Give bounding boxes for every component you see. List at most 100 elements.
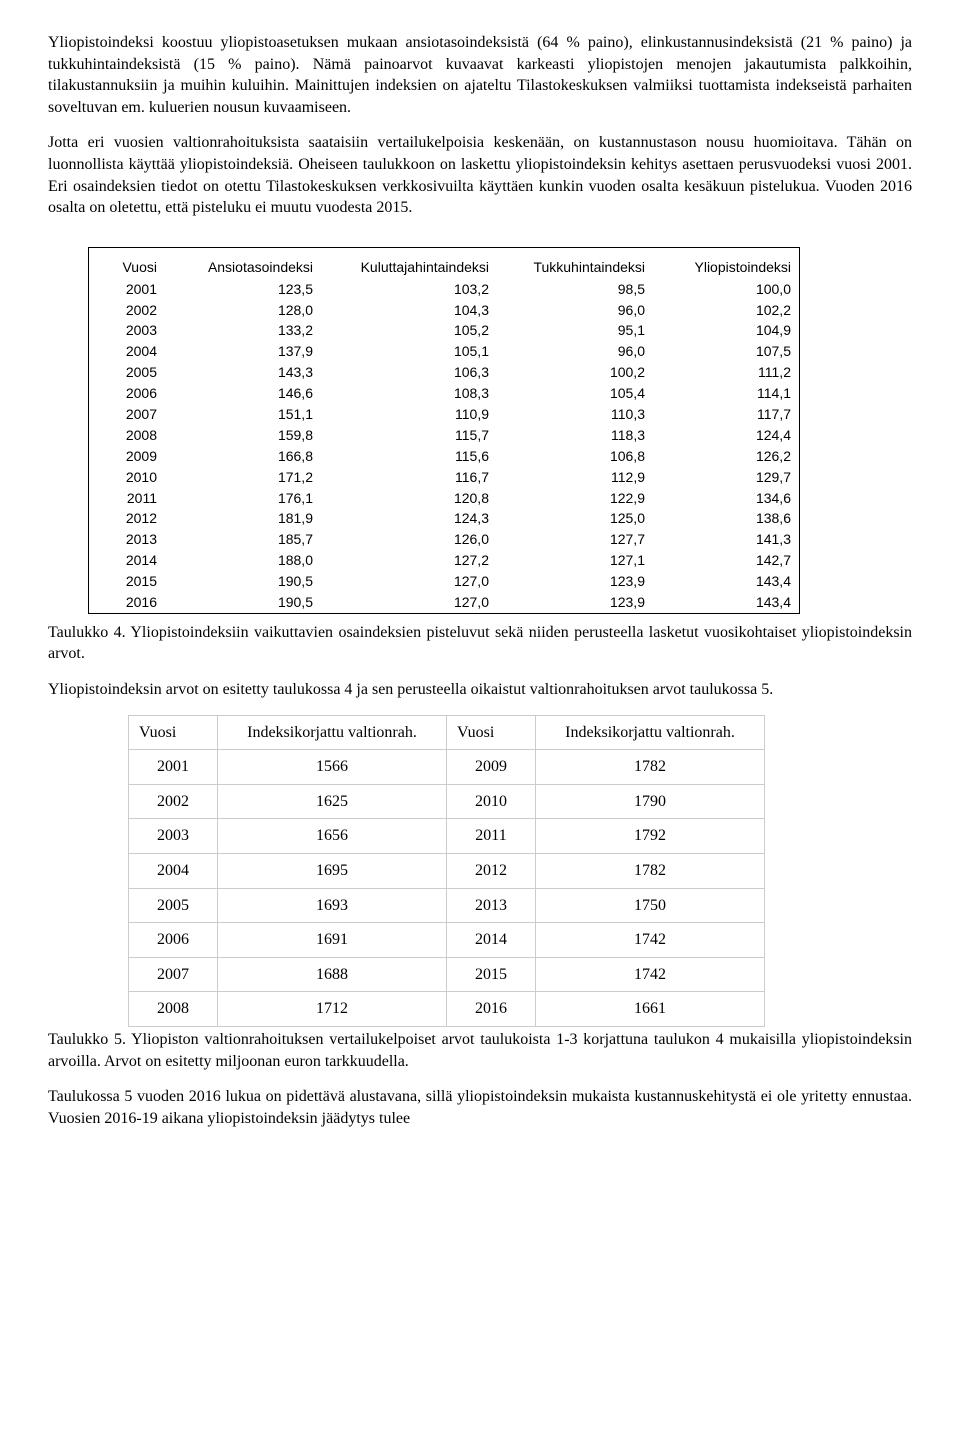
paragraph-3: Yliopistoindeksin arvot on esitetty taul… (48, 679, 912, 701)
table4-row: 2002128,0104,396,0102,2 (89, 300, 800, 321)
table4-row: 2015190,5127,0123,9143,4 (89, 571, 800, 592)
table4-cell: 127,0 (321, 592, 497, 613)
table5-cell: 1693 (218, 888, 447, 923)
table4-h-year: Vuosi (89, 247, 166, 278)
table5-cell: 1661 (536, 992, 765, 1027)
table4-cell: 127,1 (497, 550, 653, 571)
table4-container: Vuosi Ansiotasoindeksi Kuluttajahintaind… (48, 247, 912, 614)
table4-cell: 176,1 (165, 488, 321, 509)
table4-cell: 134,6 (653, 488, 800, 509)
table4-cell: 171,2 (165, 467, 321, 488)
table4-cell: 2002 (89, 300, 166, 321)
table5-cell: 1742 (536, 957, 765, 992)
table4-cell: 138,6 (653, 508, 800, 529)
table5-cell: 2011 (447, 819, 536, 854)
table4-cell: 127,7 (497, 529, 653, 550)
table4-cell: 124,3 (321, 508, 497, 529)
table5-cell: 2013 (447, 888, 536, 923)
table4-cell: 115,6 (321, 446, 497, 467)
table4-row: 2012181,9124,3125,0138,6 (89, 508, 800, 529)
table4-cell: 166,8 (165, 446, 321, 467)
table4-cell: 2003 (89, 320, 166, 341)
table4-cell: 2007 (89, 404, 166, 425)
table5-row: 2002162520101790 (129, 784, 765, 819)
table5-row: 2008171220161661 (129, 992, 765, 1027)
table4-cell: 110,3 (497, 404, 653, 425)
table4-cell: 104,3 (321, 300, 497, 321)
table5-cell: 1566 (218, 750, 447, 785)
table5-cell: 2010 (447, 784, 536, 819)
table4-row: 2008159,8115,7118,3124,4 (89, 425, 800, 446)
table4-cell: 122,9 (497, 488, 653, 509)
table5-row: 2001156620091782 (129, 750, 765, 785)
table4-cell: 2014 (89, 550, 166, 571)
paragraph-2: Jotta eri vuosien valtionrahoituksista s… (48, 132, 912, 218)
table5-cell: 1792 (536, 819, 765, 854)
table5-cell: 1695 (218, 854, 447, 889)
table5-cell: 1625 (218, 784, 447, 819)
table4-cell: 190,5 (165, 571, 321, 592)
table5-row: 2005169320131750 (129, 888, 765, 923)
table5-cell: 2008 (129, 992, 218, 1027)
table4-cell: 100,0 (653, 279, 800, 300)
table4-cell: 151,1 (165, 404, 321, 425)
table4-cell: 96,0 (497, 300, 653, 321)
table4-h-tukku: Tukkuhintaindeksi (497, 247, 653, 278)
table5-cell: 1782 (536, 854, 765, 889)
table4: Vuosi Ansiotasoindeksi Kuluttajahintaind… (88, 247, 800, 614)
table5-cell: 2005 (129, 888, 218, 923)
table4-cell: 2004 (89, 341, 166, 362)
table4-cell: 120,8 (321, 488, 497, 509)
table4-cell: 123,5 (165, 279, 321, 300)
table5-cell: 1742 (536, 923, 765, 958)
table4-cell: 116,7 (321, 467, 497, 488)
table4-cell: 141,3 (653, 529, 800, 550)
table5-cell: 2006 (129, 923, 218, 958)
table5-cell: 2001 (129, 750, 218, 785)
table4-cell: 106,8 (497, 446, 653, 467)
table5-h-year2: Vuosi (447, 715, 536, 750)
table5-cell: 2009 (447, 750, 536, 785)
table4-cell: 128,0 (165, 300, 321, 321)
table4-cell: 98,5 (497, 279, 653, 300)
table4-cell: 2005 (89, 362, 166, 383)
table4-cell: 188,0 (165, 550, 321, 571)
table4-cell: 2015 (89, 571, 166, 592)
table4-cell: 115,7 (321, 425, 497, 446)
table4-cell: 102,2 (653, 300, 800, 321)
table4-cell: 143,3 (165, 362, 321, 383)
table5-cell: 1656 (218, 819, 447, 854)
table4-caption: Taulukko 4. Yliopistoindeksiin vaikuttav… (48, 622, 912, 665)
table4-cell: 190,5 (165, 592, 321, 613)
table4-cell: 104,9 (653, 320, 800, 341)
paragraph-1: Yliopistoindeksi koostuu yliopistoasetuk… (48, 32, 912, 118)
table4-cell: 159,8 (165, 425, 321, 446)
table4-cell: 105,4 (497, 383, 653, 404)
table5-cell: 2003 (129, 819, 218, 854)
table4-cell: 108,3 (321, 383, 497, 404)
table4-cell: 185,7 (165, 529, 321, 550)
table4-row: 2001123,5103,298,5100,0 (89, 279, 800, 300)
table4-cell: 126,2 (653, 446, 800, 467)
table5-container: Vuosi Indeksikorjattu valtionrah. Vuosi … (128, 715, 912, 1027)
table5-row: 2007168820151742 (129, 957, 765, 992)
table4-row: 2004137,9105,196,0107,5 (89, 341, 800, 362)
table4-row: 2014188,0127,2127,1142,7 (89, 550, 800, 571)
table4-cell: 125,0 (497, 508, 653, 529)
table4-cell: 112,9 (497, 467, 653, 488)
table4-h-kuluttaja: Kuluttajahintaindeksi (321, 247, 497, 278)
table5-cell: 1750 (536, 888, 765, 923)
table5-h-val2: Indeksikorjattu valtionrah. (536, 715, 765, 750)
table5-row: 2004169520121782 (129, 854, 765, 889)
table4-cell: 126,0 (321, 529, 497, 550)
table4-cell: 2008 (89, 425, 166, 446)
table4-cell: 118,3 (497, 425, 653, 446)
table4-row: 2006146,6108,3105,4114,1 (89, 383, 800, 404)
table4-cell: 95,1 (497, 320, 653, 341)
table4-cell: 2011 (89, 488, 166, 509)
table4-cell: 2012 (89, 508, 166, 529)
table5-header-row: Vuosi Indeksikorjattu valtionrah. Vuosi … (129, 715, 765, 750)
table4-row: 2013185,7126,0127,7141,3 (89, 529, 800, 550)
table4-cell: 117,7 (653, 404, 800, 425)
table4-cell: 123,9 (497, 571, 653, 592)
